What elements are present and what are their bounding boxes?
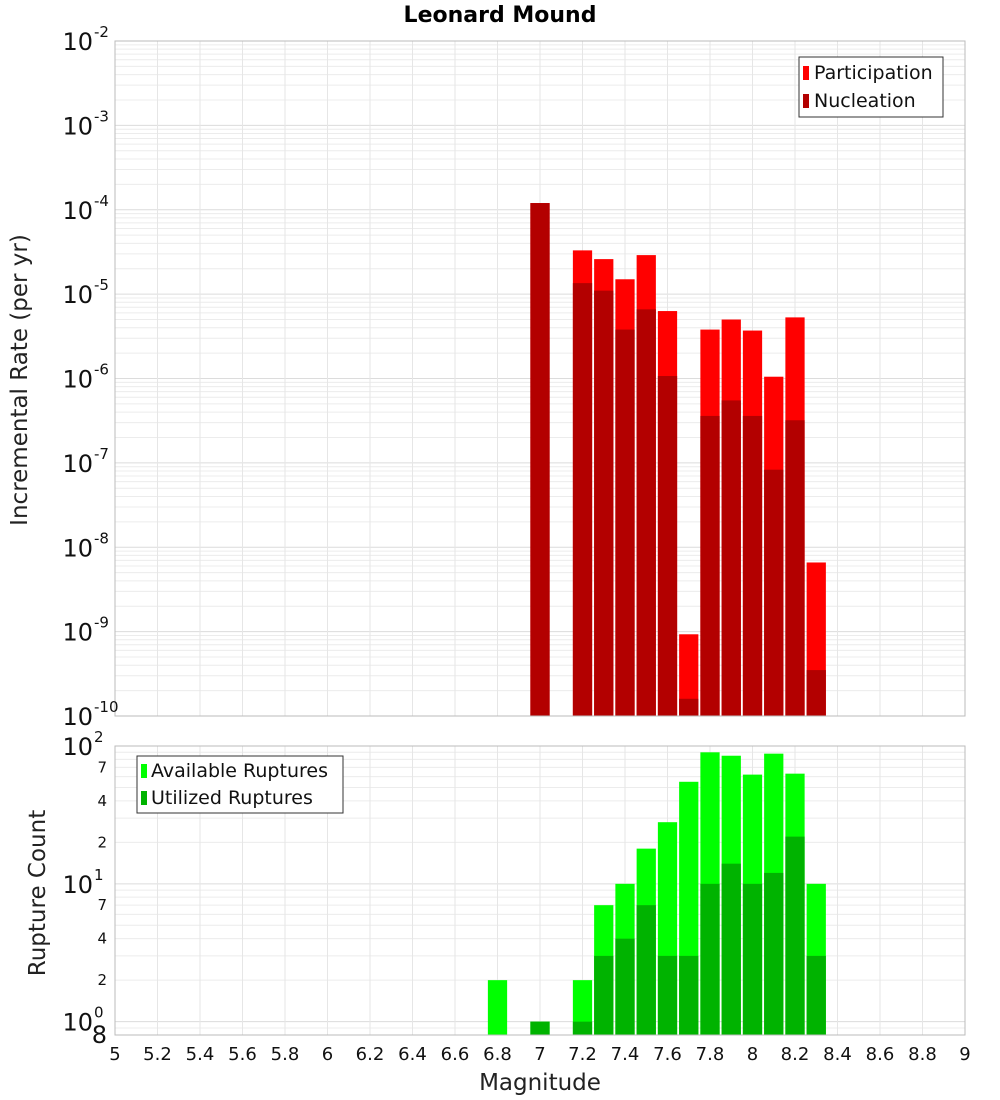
legend-label: Available Ruptures <box>151 760 328 782</box>
utilized-ruptures-bar <box>615 938 635 1035</box>
y-tick-label: 2 <box>97 971 107 989</box>
utilized-ruptures-bar <box>679 955 699 1035</box>
y-tick-exponent: -8 <box>94 529 109 547</box>
y-tick-label: 10 <box>62 28 93 56</box>
top-ylabel: Incremental Rate (per yr) <box>7 234 33 526</box>
x-tick-label: 6.2 <box>356 1044 385 1065</box>
x-tick-label: 5 <box>109 1044 120 1065</box>
legend-label: Nucleation <box>814 90 916 112</box>
utilized-ruptures-bar <box>742 883 763 1035</box>
y-tick-exponent: -7 <box>94 445 109 463</box>
chart-title: Leonard Mound <box>404 3 597 28</box>
nucleation-bar <box>764 469 784 716</box>
y-tick-label: 10 <box>62 1009 93 1037</box>
y-tick-label: 8 <box>92 1021 107 1049</box>
y-tick-label: 10 <box>62 733 93 761</box>
legend-swatch <box>803 66 809 80</box>
x-tick-label: 7.2 <box>568 1044 597 1065</box>
x-tick-label: 6 <box>322 1044 333 1065</box>
y-tick-label: 10 <box>62 534 93 562</box>
legend-swatch <box>141 791 147 805</box>
y-tick-exponent: -3 <box>94 107 109 125</box>
x-tick-label: 9 <box>959 1044 970 1065</box>
y-tick-label: 10 <box>62 871 93 899</box>
utilized-ruptures-bar <box>764 872 784 1035</box>
y-tick-label: 4 <box>97 930 107 948</box>
x-tick-label: 5.8 <box>271 1044 300 1065</box>
y-tick-exponent: 1 <box>94 866 104 884</box>
bottom-ylabel: Rupture Count <box>25 810 51 976</box>
y-tick-label: 10 <box>62 281 93 309</box>
nucleation-bar <box>785 420 805 716</box>
nucleation-bar <box>742 415 763 716</box>
x-axis-label: Magnitude <box>479 1070 601 1096</box>
y-tick-label: 10 <box>62 112 93 140</box>
legend-swatch <box>141 764 147 778</box>
y-tick-exponent: -5 <box>94 276 109 294</box>
utilized-ruptures-bar <box>721 863 741 1035</box>
x-tick-label: 7.8 <box>696 1044 725 1065</box>
x-tick-label: 7 <box>534 1044 545 1065</box>
utilized-ruptures-bar <box>572 1021 593 1035</box>
utilized-ruptures-bar <box>700 883 720 1035</box>
x-tick-label: 8.6 <box>866 1044 895 1065</box>
x-tick-label: 6.4 <box>398 1044 427 1065</box>
y-tick-label: 7 <box>97 758 107 776</box>
legend-label: Participation <box>814 62 933 84</box>
utilized-ruptures-bar <box>657 955 678 1035</box>
nucleation-bar <box>594 290 614 716</box>
y-tick-label: 10 <box>62 619 93 647</box>
available-ruptures-bar <box>572 980 593 1035</box>
y-tick-exponent: 2 <box>94 728 104 746</box>
y-tick-exponent: -6 <box>94 361 109 379</box>
x-tick-label: 5.2 <box>143 1044 172 1065</box>
y-tick-label: 10 <box>62 197 93 225</box>
x-tick-label: 5.6 <box>228 1044 257 1065</box>
y-tick-exponent: 0 <box>94 1004 104 1022</box>
legend-swatch <box>803 94 809 108</box>
utilized-ruptures-bar <box>785 836 805 1035</box>
utilized-ruptures-bar <box>530 1021 550 1035</box>
y-tick-exponent: -2 <box>94 23 109 41</box>
nucleation-bar <box>679 698 699 716</box>
nucleation-bar <box>572 283 593 716</box>
y-tick-label: 10 <box>62 366 93 394</box>
x-tick-label: 8.8 <box>908 1044 937 1065</box>
y-tick-exponent: -10 <box>94 698 119 716</box>
x-tick-label: 7.6 <box>653 1044 682 1065</box>
y-tick-label: 7 <box>97 896 107 914</box>
top-legend <box>798 56 944 118</box>
x-tick-label: 6.8 <box>483 1044 512 1065</box>
y-tick-label: 2 <box>97 833 107 851</box>
available-ruptures-bar <box>487 980 508 1035</box>
utilized-ruptures-bar <box>636 905 656 1035</box>
nucleation-bar <box>721 400 741 716</box>
y-tick-exponent: -9 <box>94 614 109 632</box>
x-tick-label: 8.2 <box>781 1044 810 1065</box>
y-tick-label: 4 <box>97 792 107 810</box>
y-tick-label: 10 <box>62 450 93 478</box>
x-tick-label: 8 <box>747 1044 758 1065</box>
utilized-ruptures-bar <box>594 955 614 1035</box>
x-tick-label: 7.4 <box>611 1044 640 1065</box>
utilized-ruptures-bar <box>806 955 826 1035</box>
nucleation-bar <box>636 309 656 716</box>
nucleation-bar <box>700 415 720 716</box>
y-tick-label: 10 <box>62 703 93 731</box>
top-plot-border <box>114 40 966 717</box>
nucleation-bar <box>657 376 678 716</box>
x-tick-label: 6.6 <box>441 1044 470 1065</box>
x-tick-label: 8.4 <box>823 1044 852 1065</box>
bottom-plot-border <box>114 745 966 1036</box>
participation-bar <box>679 634 699 716</box>
y-tick-exponent: -4 <box>94 192 109 210</box>
nucleation-bar <box>615 329 635 716</box>
legend-label: Utilized Ruptures <box>151 787 313 809</box>
x-tick-label: 5.4 <box>186 1044 215 1065</box>
nucleation-bar <box>530 203 550 716</box>
nucleation-bar <box>806 670 826 716</box>
bottom-legend <box>136 755 344 814</box>
